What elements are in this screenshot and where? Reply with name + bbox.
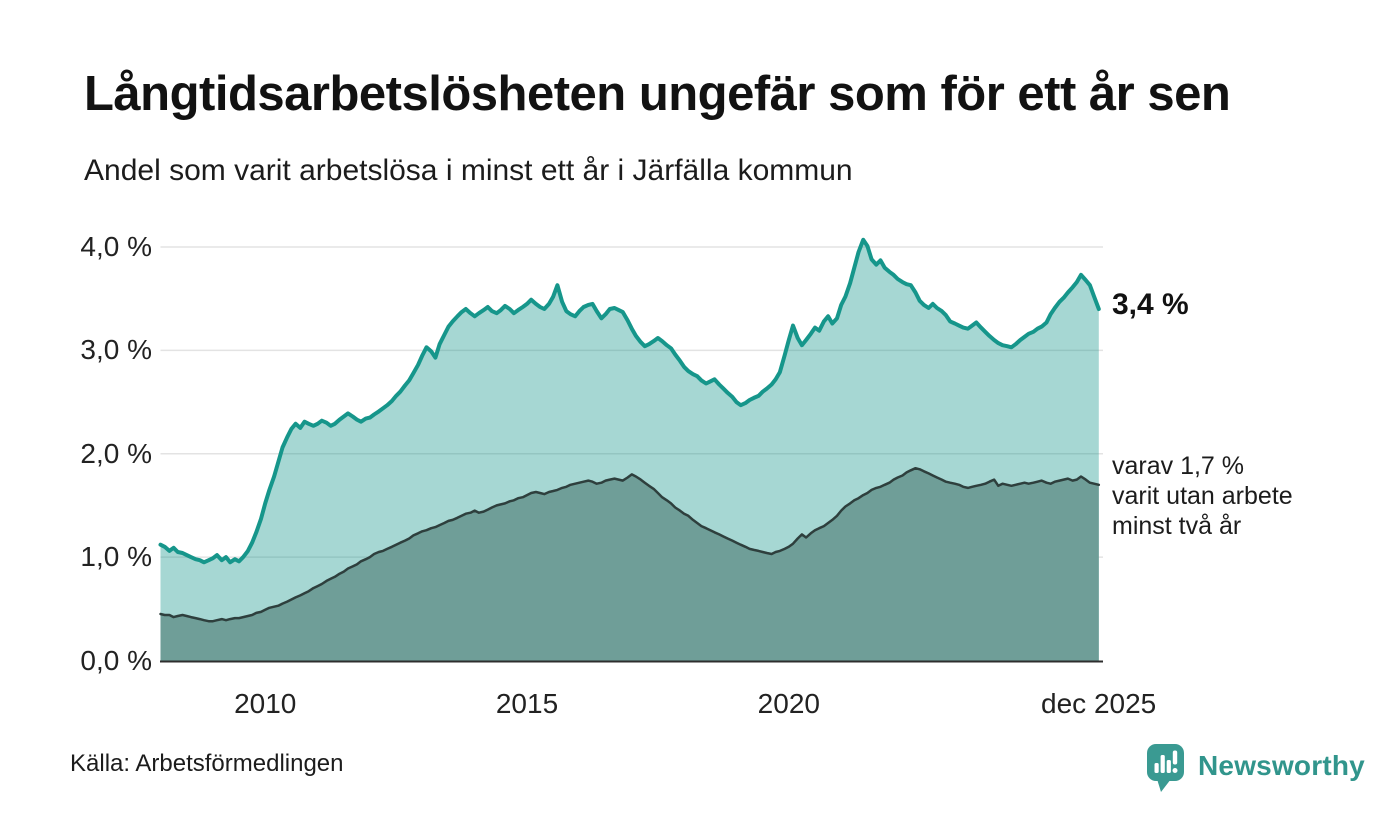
secondary-series-label-line: varit utan arbete: [1112, 482, 1293, 510]
end-value-label: 3,4 %: [1112, 288, 1189, 321]
secondary-series-label: varav 1,7 % varit utan arbete minst två …: [1112, 451, 1293, 541]
line-primary: [158, 237, 1101, 565]
line-secondary: [159, 466, 1101, 623]
secondary-series-label-line: minst två år: [1112, 512, 1242, 540]
newsworthy-logo-icon: [1147, 744, 1184, 792]
page-title: Långtidsarbetslösheten ungefär som för e…: [84, 67, 1231, 121]
area-secondary: [160, 468, 1099, 661]
chart-subtitle: Andel som varit arbetslösa i minst ett å…: [84, 154, 853, 187]
brand-lockup: Newsworthy: [1146, 742, 1365, 794]
brand-name: Newsworthy: [1198, 750, 1365, 781]
source-note: Källa: Arbetsförmedlingen: [70, 750, 344, 777]
secondary-series-label-line: varav 1,7 %: [1112, 452, 1245, 480]
